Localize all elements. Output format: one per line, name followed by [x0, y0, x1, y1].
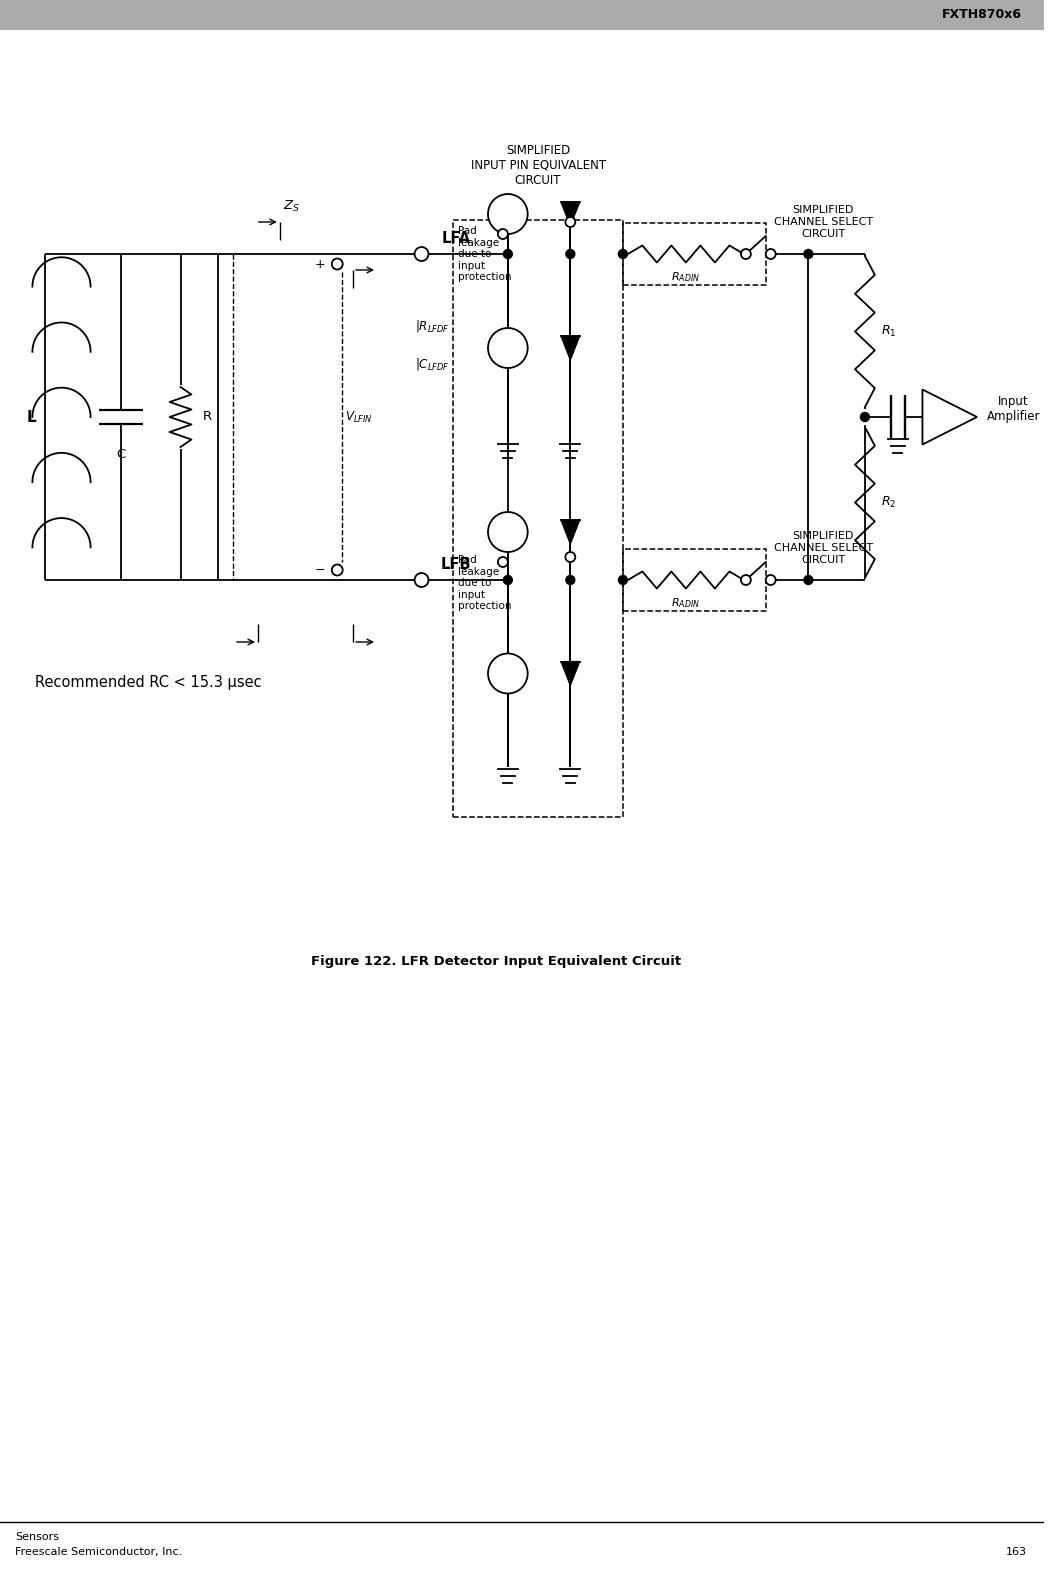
Circle shape — [565, 575, 575, 585]
Circle shape — [766, 248, 776, 259]
Circle shape — [618, 575, 628, 585]
Text: Input
Amplifier: Input Amplifier — [987, 395, 1040, 423]
Bar — [623, 549, 766, 612]
Polygon shape — [561, 520, 579, 544]
Circle shape — [415, 247, 429, 261]
Polygon shape — [561, 662, 579, 685]
Circle shape — [503, 250, 513, 258]
Circle shape — [415, 574, 429, 586]
Text: $V_{LFIN}$: $V_{LFIN}$ — [345, 409, 373, 424]
Circle shape — [332, 564, 342, 575]
Circle shape — [803, 575, 813, 585]
Text: Sensors: Sensors — [15, 1533, 59, 1542]
Circle shape — [803, 250, 813, 258]
Circle shape — [488, 654, 528, 693]
Circle shape — [565, 217, 575, 226]
Text: Freescale Semiconductor, Inc.: Freescale Semiconductor, Inc. — [15, 1547, 182, 1556]
Text: LFB: LFB — [441, 556, 472, 572]
Text: +: + — [315, 258, 325, 270]
Text: −: − — [315, 563, 325, 577]
Circle shape — [618, 250, 628, 258]
Circle shape — [488, 193, 528, 234]
Text: $R_{ADIN}$: $R_{ADIN}$ — [672, 270, 700, 285]
Circle shape — [565, 250, 575, 258]
Circle shape — [332, 258, 342, 269]
Text: Figure 122. LFR Detector Input Equivalent Circuit: Figure 122. LFR Detector Input Equivalen… — [311, 956, 681, 968]
Text: $R_1$: $R_1$ — [880, 324, 896, 340]
Circle shape — [503, 575, 513, 585]
Circle shape — [860, 412, 870, 421]
Text: FXTH870x6: FXTH870x6 — [941, 8, 1021, 22]
Text: $R_2$: $R_2$ — [880, 495, 896, 509]
Text: $Z_S$: $Z_S$ — [282, 200, 300, 214]
Circle shape — [498, 230, 508, 239]
Text: SIMPLIFIED
INPUT PIN EQUIVALENT
CIRCUIT: SIMPLIFIED INPUT PIN EQUIVALENT CIRCUIT — [471, 143, 605, 187]
Polygon shape — [561, 203, 579, 226]
Text: SIMPLIFIED
CHANNEL SELECT
CIRCUIT: SIMPLIFIED CHANNEL SELECT CIRCUIT — [774, 531, 873, 564]
Polygon shape — [561, 336, 579, 360]
Circle shape — [488, 512, 528, 552]
Circle shape — [766, 575, 776, 585]
Text: L: L — [27, 409, 37, 424]
Text: $R_{ADIN}$: $R_{ADIN}$ — [672, 596, 700, 610]
Text: Recommended RC < 15.3 μsec: Recommended RC < 15.3 μsec — [35, 674, 261, 690]
Text: C: C — [117, 448, 125, 462]
Polygon shape — [922, 390, 977, 445]
Text: SIMPLIFIED
CHANNEL SELECT
CIRCUIT: SIMPLIFIED CHANNEL SELECT CIRCUIT — [774, 206, 873, 239]
Text: 163: 163 — [1006, 1547, 1027, 1556]
Bar — [623, 223, 766, 285]
Circle shape — [565, 552, 575, 563]
Text: R: R — [202, 410, 212, 423]
Text: $|C_{LFDF}$: $|C_{LFDF}$ — [415, 355, 450, 373]
Text: LFA: LFA — [441, 231, 471, 245]
Text: Pad
leakage
due to
input
protection: Pad leakage due to input protection — [458, 555, 512, 612]
Circle shape — [498, 556, 508, 567]
Circle shape — [488, 329, 528, 368]
Text: $|R_{LFDF}$: $|R_{LFDF}$ — [415, 318, 450, 333]
Circle shape — [741, 248, 751, 259]
Bar — [0, 0, 1045, 30]
Bar — [453, 220, 623, 817]
Text: Pad
leakage
due to
input
protection: Pad leakage due to input protection — [458, 226, 512, 283]
Circle shape — [741, 575, 751, 585]
